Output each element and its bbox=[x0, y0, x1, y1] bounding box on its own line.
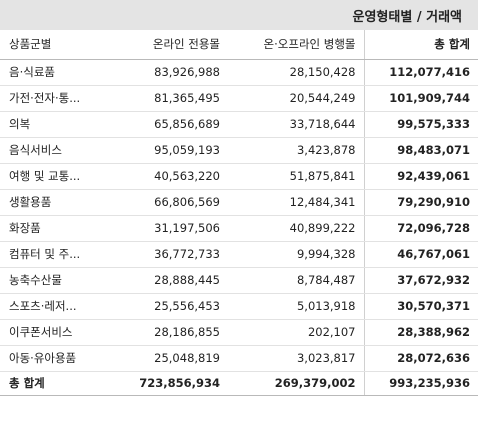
cell-onoff: 33,718,644 bbox=[228, 111, 364, 138]
cell-category: 이쿠폰서비스 bbox=[0, 319, 118, 346]
table-row[interactable]: 생활용품 66,806,569 12,484,341 79,290,910 bbox=[0, 189, 478, 216]
cell-total: 79,290,910 bbox=[363, 189, 478, 216]
column-header-category[interactable]: 상품군별 bbox=[0, 30, 118, 60]
table-body: 음·식료품 83,926,988 28,150,428 112,077,416 가전·전… bbox=[0, 59, 478, 372]
cell-online: 25,048,819 bbox=[118, 345, 228, 372]
cell-online: 25,556,453 bbox=[118, 293, 228, 320]
column-header-total[interactable]: 총 합계 bbox=[363, 30, 478, 60]
column-header-online[interactable]: 온라인 전용몰 bbox=[118, 30, 228, 60]
table-row[interactable]: 이쿠폰서비스 28,186,855 202,107 28,388,962 bbox=[0, 319, 478, 346]
cell-total: 37,672,932 bbox=[363, 267, 478, 294]
cell-category: 여행 및 교통... bbox=[0, 163, 118, 190]
cell-onoff: 12,484,341 bbox=[228, 189, 364, 216]
cell-category: 의복 bbox=[0, 111, 118, 138]
cell-onoff: 3,423,878 bbox=[228, 137, 364, 164]
cell-category: 가전·전자·통... bbox=[0, 85, 118, 112]
cell-total: 92,439,061 bbox=[363, 163, 478, 190]
cell-online: 40,563,220 bbox=[118, 163, 228, 190]
cell-total: 112,077,416 bbox=[363, 59, 478, 86]
table-row[interactable]: 음·식료품 83,926,988 28,150,428 112,077,416 bbox=[0, 59, 478, 86]
cell-online: 31,197,506 bbox=[118, 215, 228, 242]
grand-total-onoff: 269,379,002 bbox=[228, 370, 364, 396]
cell-online: 36,772,733 bbox=[118, 241, 228, 268]
table-row[interactable]: 여행 및 교통... 40,563,220 51,875,841 92,439,061 bbox=[0, 163, 478, 190]
cell-category: 컴퓨터 및 주... bbox=[0, 241, 118, 268]
table-row[interactable]: 가전·전자·통... 81,365,495 20,544,249 101,909,74… bbox=[0, 85, 478, 112]
cell-total: 46,767,061 bbox=[363, 241, 478, 268]
cell-online: 66,806,569 bbox=[118, 189, 228, 216]
data-table: 상품군별 온라인 전용몰 온·오프라인 병행몰 총 합계 음·식료품 83,926… bbox=[0, 30, 478, 396]
cell-onoff: 8,784,487 bbox=[228, 267, 364, 294]
cell-total: 72,096,728 bbox=[363, 215, 478, 242]
cell-total: 101,909,744 bbox=[363, 85, 478, 112]
cell-category: 음·식료품 bbox=[0, 59, 118, 86]
cell-total: 28,388,962 bbox=[363, 319, 478, 346]
cell-online: 65,856,689 bbox=[118, 111, 228, 138]
table-row[interactable]: 컴퓨터 및 주... 36,772,733 9,994,328 46,767,061 bbox=[0, 241, 478, 268]
table-row[interactable]: 의복 65,856,689 33,718,644 99,575,333 bbox=[0, 111, 478, 138]
cell-onoff: 5,013,918 bbox=[228, 293, 364, 320]
column-header-onoff[interactable]: 온·오프라인 병행몰 bbox=[228, 30, 364, 60]
cell-online: 83,926,988 bbox=[118, 59, 228, 86]
cell-category: 스포츠·레저... bbox=[0, 293, 118, 320]
cell-onoff: 9,994,328 bbox=[228, 241, 364, 268]
cell-total: 28,072,636 bbox=[363, 345, 478, 372]
cell-online: 95,059,193 bbox=[118, 137, 228, 164]
grand-total-label: 총 합계 bbox=[0, 370, 118, 396]
cell-total: 98,483,071 bbox=[363, 137, 478, 164]
cell-category: 생활용품 bbox=[0, 189, 118, 216]
cell-onoff: 20,544,249 bbox=[228, 85, 364, 112]
cell-online: 28,186,855 bbox=[118, 319, 228, 346]
table-row[interactable]: 화장품 31,197,506 40,899,222 72,096,728 bbox=[0, 215, 478, 242]
table-row[interactable]: 아동·유아용품 25,048,819 3,023,817 28,072,636 bbox=[0, 345, 478, 372]
header-row: 상품군별 온라인 전용몰 온·오프라인 병행몰 총 합계 bbox=[0, 30, 478, 60]
cell-onoff: 51,875,841 bbox=[228, 163, 364, 190]
cell-onoff: 28,150,428 bbox=[228, 59, 364, 86]
table-row[interactable]: 농축수산물 28,888,445 8,784,487 37,672,932 bbox=[0, 267, 478, 294]
grand-total-row: 총 합계 723,856,934 269,379,002 993,235,936 bbox=[0, 370, 478, 396]
cell-onoff: 3,023,817 bbox=[228, 345, 364, 372]
cell-onoff: 40,899,222 bbox=[228, 215, 364, 242]
cell-category: 화장품 bbox=[0, 215, 118, 242]
cell-total: 99,575,333 bbox=[363, 111, 478, 138]
table-row[interactable]: 스포츠·레저... 25,556,453 5,013,918 30,570,371 bbox=[0, 293, 478, 320]
cell-total: 30,570,371 bbox=[363, 293, 478, 320]
cell-online: 28,888,445 bbox=[118, 267, 228, 294]
table-title: 운영형태별 / 거래액 bbox=[0, 0, 478, 30]
cell-online: 81,365,495 bbox=[118, 85, 228, 112]
cell-onoff: 202,107 bbox=[228, 319, 364, 346]
grand-total-online: 723,856,934 bbox=[118, 370, 228, 396]
table-row[interactable]: 음식서비스 95,059,193 3,423,878 98,483,071 bbox=[0, 137, 478, 164]
cell-category: 농축수산물 bbox=[0, 267, 118, 294]
grand-total-total: 993,235,936 bbox=[363, 370, 478, 396]
cell-category: 음식서비스 bbox=[0, 137, 118, 164]
cell-category: 아동·유아용품 bbox=[0, 345, 118, 372]
